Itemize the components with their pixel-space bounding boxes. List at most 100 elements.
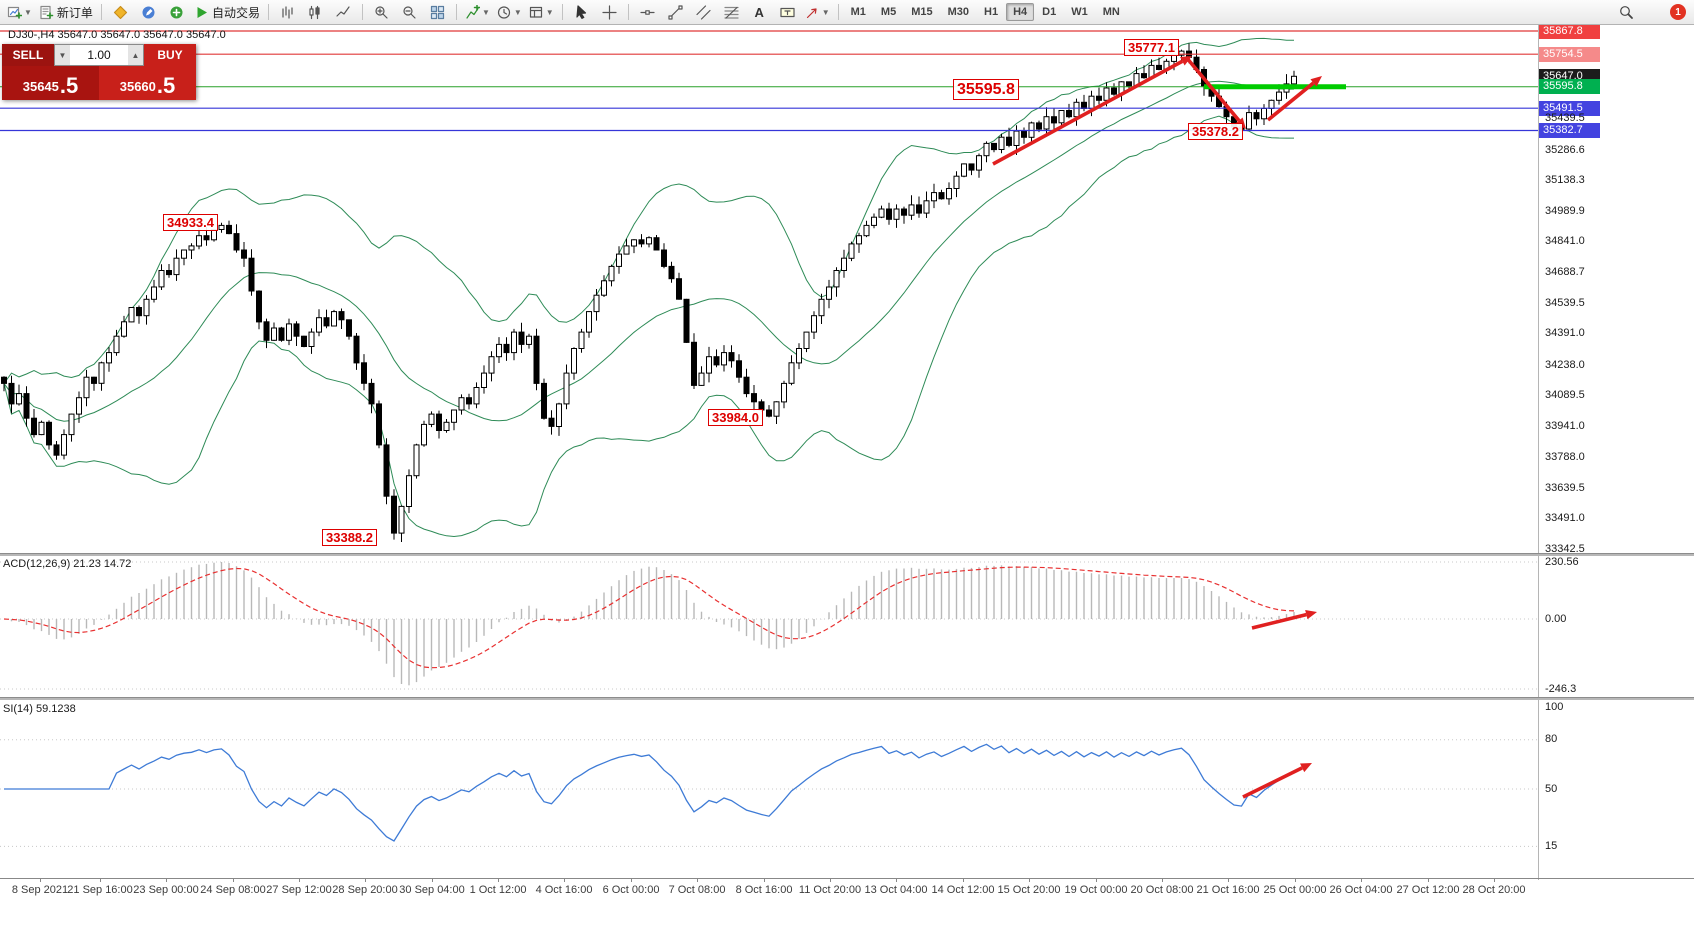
candlestick-chart-button[interactable]	[302, 1, 329, 23]
trend-arrow[interactable]	[1266, 76, 1322, 122]
time-label: 21 Oct 16:00	[1196, 884, 1260, 896]
bar-chart-button[interactable]	[274, 1, 301, 23]
notification-badge[interactable]: 1	[1670, 4, 1686, 20]
time-label: 7 Oct 08:00	[668, 884, 726, 896]
arrows-button[interactable]: ▼	[802, 1, 833, 23]
time-tick	[1096, 878, 1097, 882]
chevron-down-icon: ▼	[821, 7, 830, 17]
buy-price-main: 35660	[119, 79, 156, 94]
templates-button[interactable]: ▼	[526, 1, 557, 23]
time-tick	[1361, 878, 1362, 882]
toolbar-separator	[561, 4, 563, 20]
time-label: 15 Oct 20:00	[997, 884, 1061, 896]
rsi-panel[interactable]	[0, 700, 1538, 878]
timeframe-m1[interactable]: M1	[850, 6, 866, 18]
toolbar-separator	[361, 4, 363, 20]
price-scale-border	[1538, 24, 1539, 880]
main-chart[interactable]	[0, 24, 1538, 553]
chevron-down-icon: ▼	[481, 7, 490, 17]
volume-increment-icon[interactable]: ▲	[128, 45, 143, 65]
crosshair-button[interactable]	[596, 1, 623, 23]
time-tick	[1162, 878, 1163, 882]
timeframe-m5[interactable]: M5	[880, 6, 897, 18]
time-label: 27 Oct 12:00	[1396, 884, 1460, 896]
macd-label: ACD(12,26,9) 21.23 14.72	[3, 558, 132, 570]
autotrade-button-label: 自动交易	[211, 5, 260, 20]
tile-windows-button[interactable]	[424, 1, 451, 23]
time-label: 30 Sep 04:00	[399, 884, 465, 896]
chevron-down-icon: ▼	[545, 7, 554, 17]
timeframe-d1[interactable]: D1	[1042, 6, 1057, 18]
timeframe-m30[interactable]: M30	[947, 6, 970, 18]
time-label: 23 Sep 00:00	[133, 884, 199, 896]
sell-price-frac: .5	[59, 73, 79, 98]
cursor-button[interactable]	[568, 1, 595, 23]
time-label: 4 Oct 16:00	[535, 884, 593, 896]
time-tick	[166, 878, 167, 882]
buy-button[interactable]: BUY	[144, 44, 196, 66]
new-order-button-label: 新订单	[56, 5, 93, 20]
time-label: 14 Oct 12:00	[931, 884, 995, 896]
bollinger-middle-band	[3, 80, 1295, 422]
trendline-button[interactable]	[662, 1, 689, 23]
chevron-down-icon: ▼	[513, 7, 522, 17]
time-tick	[1494, 878, 1495, 882]
sell-button[interactable]: SELL	[2, 44, 54, 66]
time-tick	[963, 878, 964, 882]
zoom-out-button[interactable]	[396, 1, 423, 23]
timeframe-w1[interactable]: W1	[1071, 6, 1088, 18]
time-tick	[432, 878, 433, 882]
time-label: 27 Sep 12:00	[266, 884, 332, 896]
line-chart-button[interactable]	[330, 1, 357, 23]
time-tick	[299, 878, 300, 882]
sell-price[interactable]: 35645.5	[2, 66, 99, 100]
new-chart-button[interactable]: ▼	[4, 1, 35, 23]
time-tick	[764, 878, 765, 882]
search-icon[interactable]	[1613, 1, 1640, 23]
timeframe-m15[interactable]: M15	[911, 6, 933, 18]
periods-button[interactable]: ▼	[494, 1, 525, 23]
macd-arrow[interactable]	[1251, 609, 1317, 630]
timeframe-mn[interactable]: MN	[1102, 6, 1120, 18]
price-annotation[interactable]: 33984.0	[708, 409, 763, 426]
autotrade-button[interactable]: 自动交易	[191, 1, 263, 23]
indicators-button[interactable]: ▼	[462, 1, 493, 23]
macd-panel[interactable]	[0, 555, 1538, 697]
price-annotation[interactable]: 33388.2	[322, 529, 377, 546]
horizontal-line-button[interactable]	[634, 1, 661, 23]
metaeditor-icon[interactable]	[135, 1, 162, 23]
rsi-arrow[interactable]	[1242, 763, 1312, 799]
price-annotation[interactable]: 35777.1	[1124, 39, 1179, 56]
time-tick	[1428, 878, 1429, 882]
panel-separator[interactable]	[0, 697, 1694, 700]
buy-price[interactable]: 35660.5	[99, 66, 196, 100]
time-tick	[830, 878, 831, 882]
time-label: 13 Oct 04:00	[864, 884, 928, 896]
toolbar-separator	[100, 4, 102, 20]
rsi-line	[4, 743, 1295, 842]
time-label: 11 Oct 20:00	[798, 884, 862, 896]
toolbar-separator	[455, 4, 457, 20]
volume-value[interactable]: 1.00	[87, 48, 111, 62]
price-annotation[interactable]: 35595.8	[953, 79, 1019, 100]
panel-separator[interactable]	[0, 553, 1694, 556]
timeframe-h1[interactable]: H1	[984, 6, 999, 18]
time-label: 28 Oct 20:00	[1462, 884, 1526, 896]
mql5-community-icon[interactable]	[107, 1, 134, 23]
timeframe-h4[interactable]: H4	[1006, 3, 1035, 21]
market-icon[interactable]	[163, 1, 190, 23]
equidistant-channel-button[interactable]	[690, 1, 717, 23]
new-order-button[interactable]: 新订单	[36, 1, 96, 23]
time-tick	[233, 878, 234, 882]
text-label-button[interactable]	[774, 1, 801, 23]
volume-decrement-icon[interactable]: ▼	[55, 45, 70, 65]
text-button[interactable]: A	[746, 1, 773, 23]
price-annotation[interactable]: 35378.2	[1188, 123, 1243, 140]
time-tick	[697, 878, 698, 882]
fibonacci-button[interactable]	[718, 1, 745, 23]
zoom-in-button[interactable]	[368, 1, 395, 23]
price-annotation[interactable]: 34933.4	[163, 214, 218, 231]
